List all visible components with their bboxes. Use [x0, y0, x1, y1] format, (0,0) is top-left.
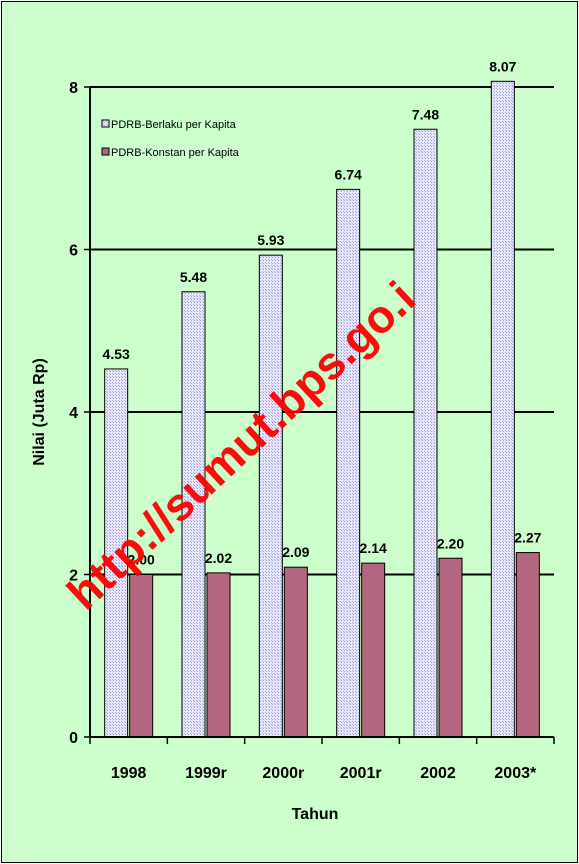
x-tick-label: 2002 — [420, 765, 456, 782]
bar-konstan — [206, 572, 231, 738]
legend-swatch-konstan — [101, 147, 110, 156]
data-label: 2.14 — [360, 540, 387, 556]
grid-lines — [90, 86, 554, 576]
bar-berlaku — [413, 128, 438, 738]
y-tick-label: 2 — [69, 568, 78, 585]
data-label: 2.20 — [437, 535, 464, 551]
x-tick-label: 2000r — [262, 765, 304, 782]
y-tick-label: 0 — [69, 730, 78, 747]
data-label: 5.93 — [257, 232, 284, 248]
legend-label-berlaku: PDRB-Berlaku per Kapita — [111, 119, 237, 131]
bar-konstan — [283, 566, 308, 738]
bars — [104, 80, 540, 738]
y-axis-title: Nilai (Juta Rp) — [31, 358, 48, 466]
y-tick-label: 4 — [69, 405, 78, 422]
data-label: 4.53 — [103, 346, 130, 362]
data-label: 2.27 — [514, 530, 541, 546]
bar-konstan — [438, 557, 463, 738]
bar-konstan — [129, 574, 154, 738]
data-label: 8.07 — [489, 58, 516, 74]
x-axis-title: Tahun — [292, 806, 339, 823]
bar-berlaku — [336, 188, 361, 738]
labels: 0 2 4 6 8 4.53 2.00 1998 5.48 2.02 1999r 5.93 2.09 20… — [69, 58, 542, 782]
data-label: 5.48 — [180, 269, 207, 285]
data-label: 6.74 — [335, 166, 362, 182]
data-label: 2.02 — [205, 550, 232, 566]
x-tick-label: 1999r — [185, 765, 227, 782]
bar-berlaku — [258, 254, 283, 738]
x-tick-label: 1998 — [111, 765, 147, 782]
bar-berlaku — [490, 80, 515, 738]
bar-konstan — [515, 552, 540, 738]
data-label: 7.48 — [412, 106, 439, 122]
data-label: 2.09 — [282, 544, 309, 560]
x-tick-label: 2001r — [340, 765, 382, 782]
x-tick-label: 2003* — [494, 765, 537, 782]
legend: PDRB-Berlaku per Kapita PDRB-Konstan per… — [101, 119, 240, 159]
y-tick-label: 8 — [69, 80, 78, 97]
axes — [84, 86, 555, 744]
data-label: 2.00 — [128, 552, 155, 568]
legend-label-konstan: PDRB-Konstan per Kapita — [111, 147, 240, 159]
legend-swatch-berlaku — [101, 119, 110, 128]
y-tick-label: 6 — [69, 243, 78, 260]
bar-konstan — [361, 562, 386, 738]
